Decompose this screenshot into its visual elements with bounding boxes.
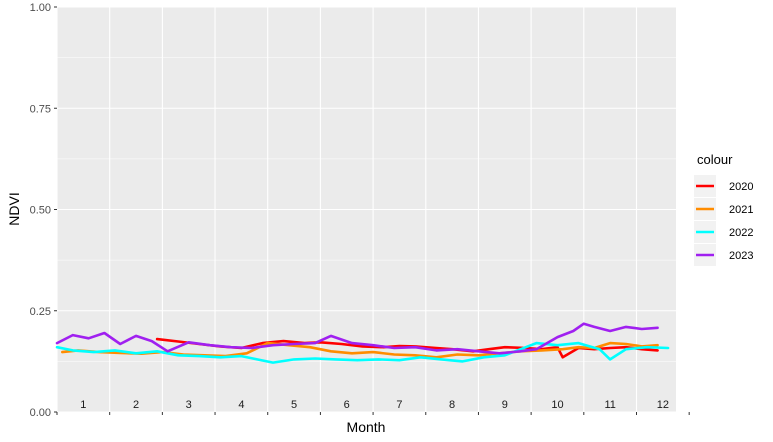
y-tick-label: 0.25 [30, 306, 51, 318]
x-tick-label: 4 [238, 399, 244, 411]
legend-title: colour [697, 152, 733, 167]
grid-minor [57, 57, 676, 362]
x-tick-label: 1 [80, 399, 86, 411]
series-layer [55, 322, 670, 364]
x-tick-label: 6 [344, 399, 350, 411]
legend-label-2020: 2020 [729, 181, 753, 193]
x-tick-label: 11 [604, 399, 615, 411]
y-axis: 0.00 0.25 0.50 0.75 1.00 [30, 2, 57, 419]
x-tick-label: 8 [449, 399, 455, 411]
legend-label-2021: 2021 [729, 204, 753, 216]
legend: colour 2020 2021 2022 2023 [694, 152, 753, 266]
legend-label-2023: 2023 [729, 250, 753, 262]
x-tick-label: 2 [133, 399, 139, 411]
x-tick-label: 10 [551, 399, 563, 411]
legend-label-2022: 2022 [729, 227, 753, 239]
y-axis-title: NDVI [6, 192, 22, 225]
x-tick-label: 5 [291, 399, 297, 411]
series-line-2023 [55, 322, 659, 355]
x-tick-label: 7 [396, 399, 402, 411]
y-tick-label: 0.75 [30, 103, 51, 115]
x-tick-label: 9 [502, 399, 508, 411]
y-tick-label: 0.00 [30, 407, 51, 419]
x-axis: 1 2 3 4 5 6 7 8 9 10 11 12 [56, 399, 690, 415]
x-tick-label: 3 [186, 399, 192, 411]
y-tick-label: 1.00 [30, 2, 51, 14]
x-tick-label: 12 [657, 399, 669, 411]
x-axis-title: Month [347, 419, 386, 435]
series-line-2022 [55, 341, 670, 364]
y-tick-label: 0.50 [30, 205, 51, 217]
